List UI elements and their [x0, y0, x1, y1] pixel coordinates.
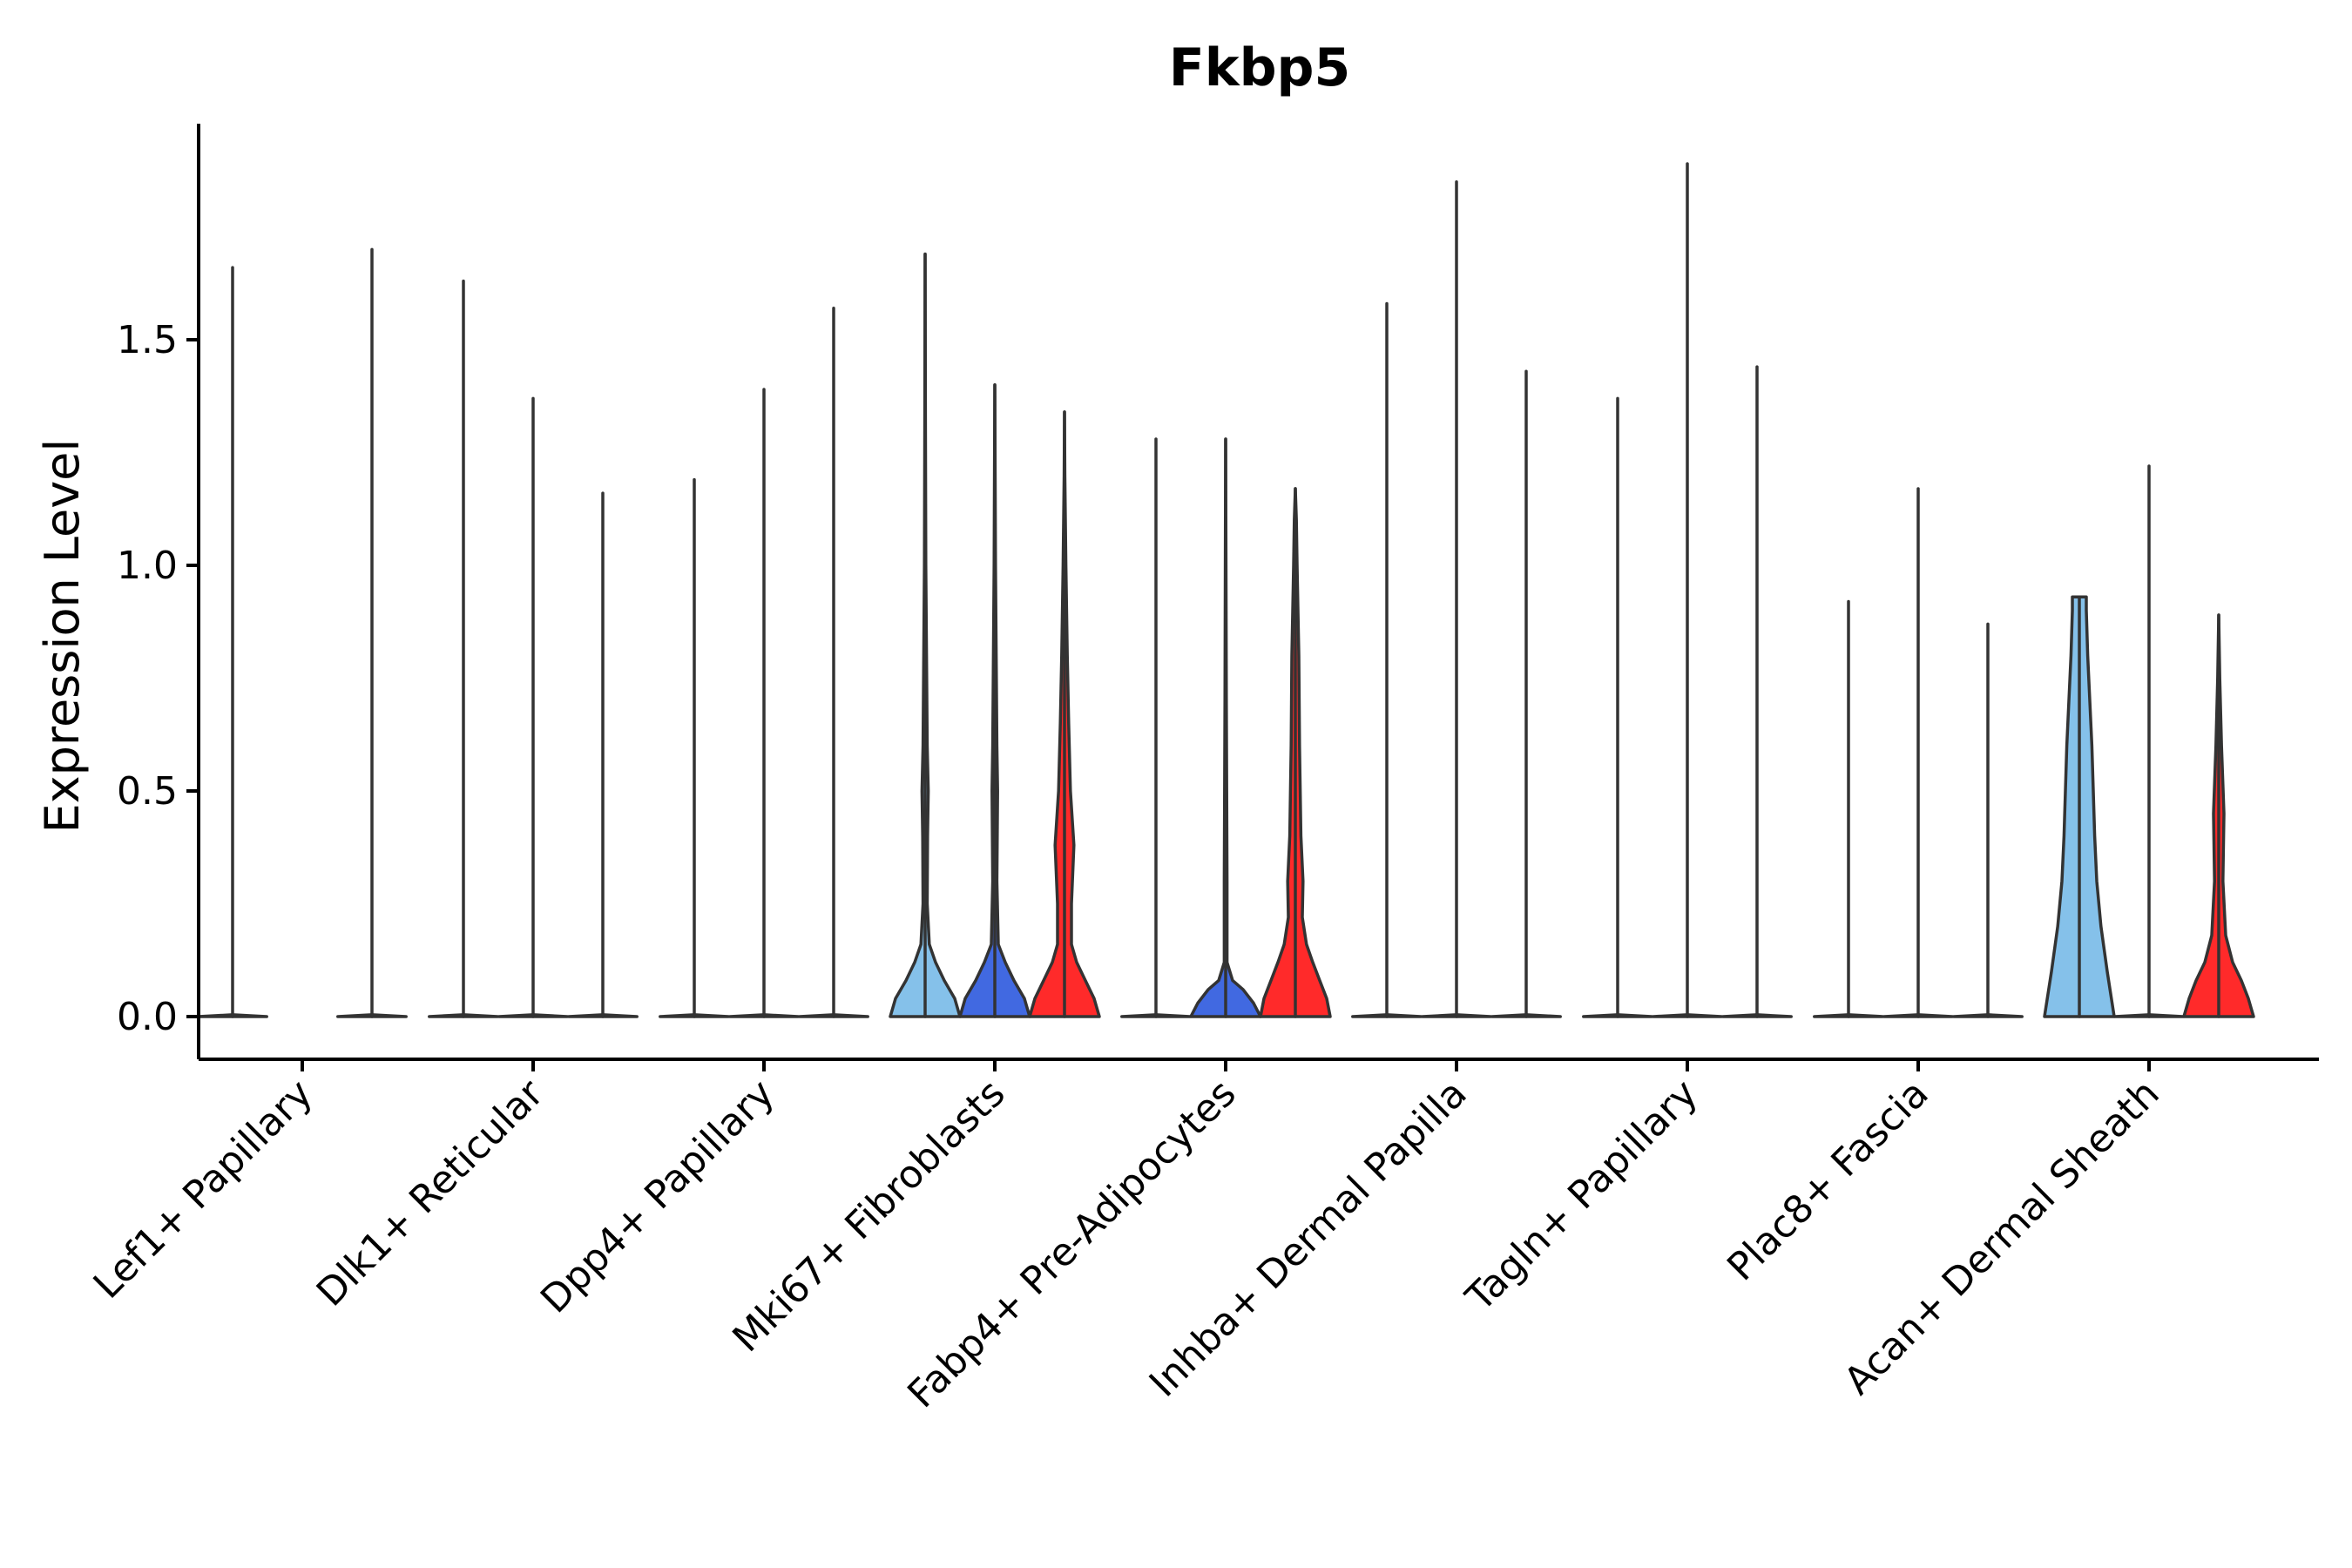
y-tick-label: 1.0 [117, 544, 178, 588]
x-tick-label: Tagln+ Papillary [1457, 1071, 1707, 1321]
violins-layer [197, 162, 2255, 1018]
x-tick-label: Dpp4+ Papillary [532, 1071, 783, 1322]
x-tick-label: Dlk1+ Reticular [308, 1071, 553, 1315]
chart-title: Fkbp5 [1169, 37, 1351, 98]
axes [197, 124, 2319, 1061]
x-tick-label: Lef1+ Papillary [85, 1071, 321, 1308]
y-axis-label: Expression Level [35, 439, 90, 834]
y-tick-label: 1.5 [117, 318, 178, 362]
y-ticks: 0.0 0.5 1.0 1.5 [117, 318, 199, 1039]
x-tick-label: Plac8+ Fascia [1719, 1071, 1937, 1290]
y-tick-label: 0.5 [117, 769, 178, 814]
y-tick-label: 0.0 [117, 995, 178, 1039]
